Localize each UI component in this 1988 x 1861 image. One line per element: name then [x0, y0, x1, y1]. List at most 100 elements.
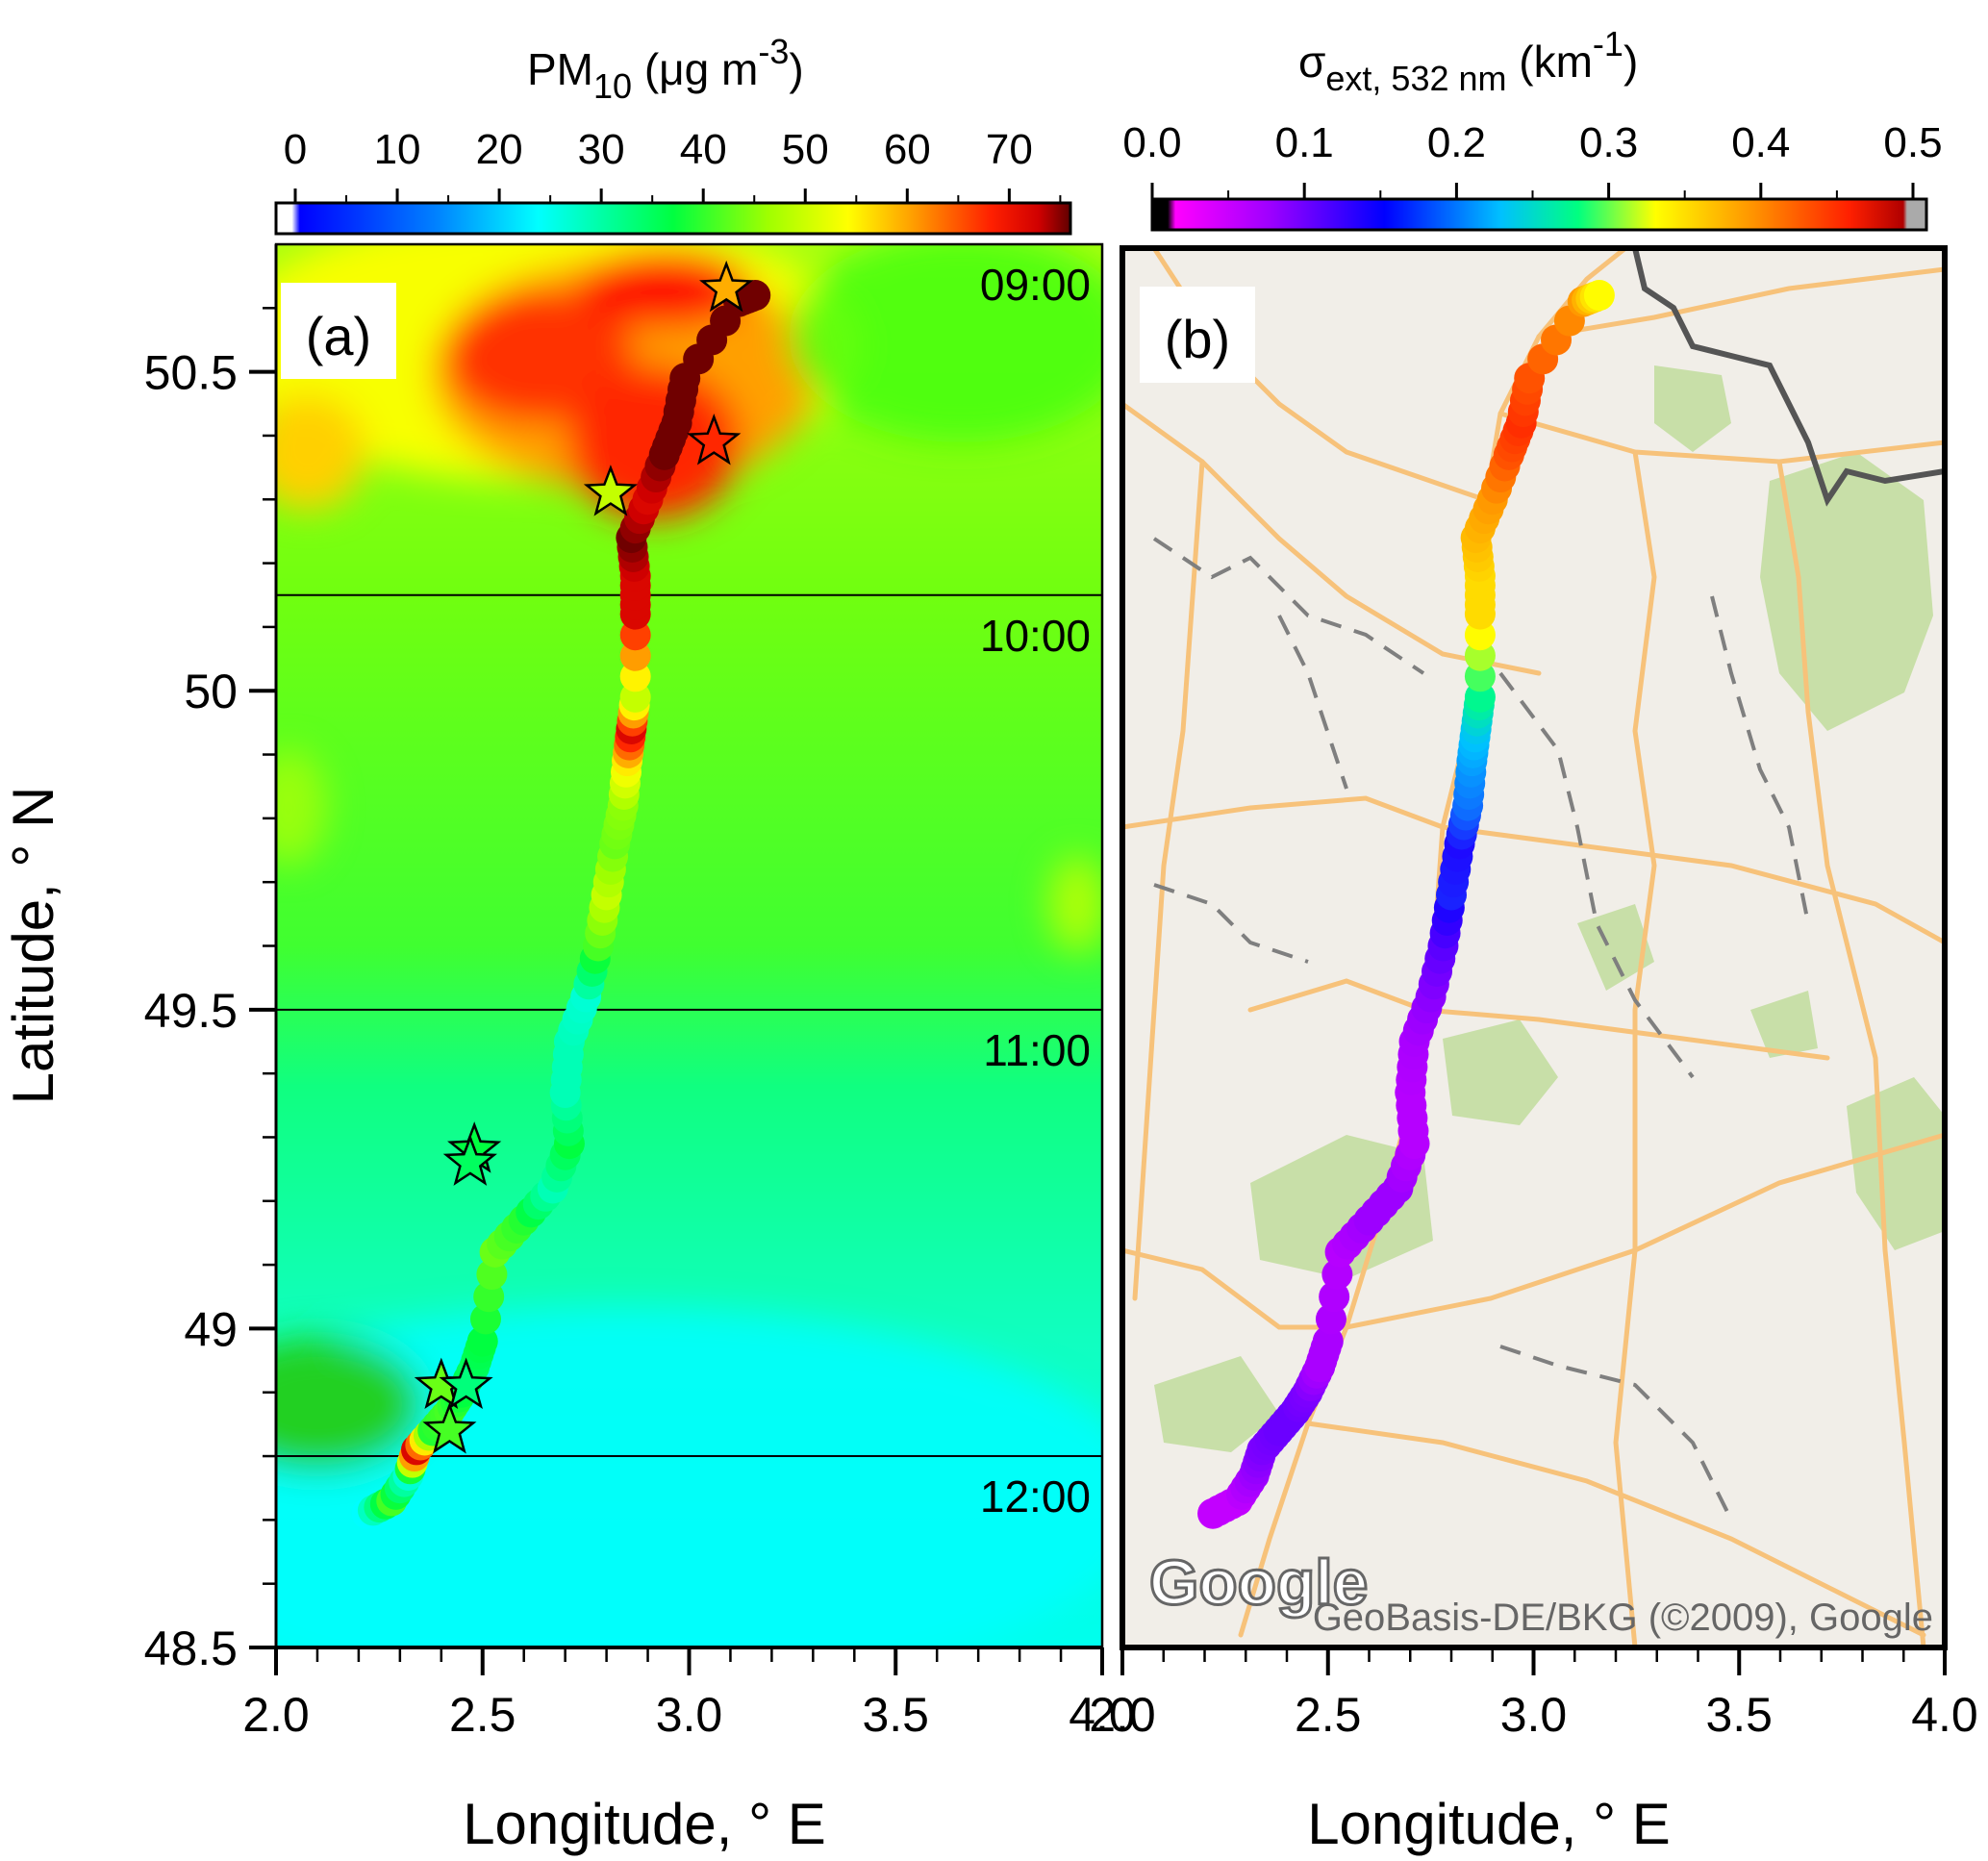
panel-b-label-box	[1140, 287, 1255, 383]
extinction-track	[1197, 280, 1615, 1529]
colorbar-a-title: PM10 (μg m-3)	[527, 32, 804, 106]
station-star	[699, 260, 754, 313]
colorbar-a-tick-label: 10	[374, 126, 421, 173]
colorbar-a-title-main: PM	[527, 44, 593, 94]
pm10-field-green-northeast	[789, 244, 1102, 442]
colorbar-b-title-sub: ext, 532 nm	[1325, 59, 1506, 98]
colorbar-a-ticks: 0 10 20 30 40 50 60 70	[284, 126, 1062, 203]
forest-east-small	[1750, 991, 1818, 1058]
x-tick-label-a: 3.5	[862, 1688, 929, 1742]
colorbar-a	[274, 201, 1072, 236]
forest-southwest	[1154, 1356, 1279, 1452]
national-border	[1632, 248, 1945, 507]
x-tick-label-b: 2.5	[1295, 1688, 1362, 1742]
road-east-vertical	[1776, 459, 1926, 1647]
time-label-2: 10:00	[980, 611, 1091, 661]
pm10-field-red-northwest	[442, 289, 635, 423]
colorbar-b-title-main: σ	[1298, 37, 1325, 87]
colorbar-b	[1150, 197, 1928, 232]
track-point-a	[740, 280, 771, 312]
map-attribution: GeoBasis-DE/BKG (©2009), Google	[1313, 1597, 1933, 1639]
road-west-south	[1122, 1247, 1349, 1330]
panel-b: (b) Google GeoBasis-DE/BKG (©2009), Goog…	[1120, 24, 1948, 1650]
river-center	[1498, 671, 1695, 1079]
colorbar-b-tick-label: 0.4	[1731, 119, 1790, 166]
time-label-4: 12:00	[980, 1471, 1091, 1521]
x-axis-label-a: Longitude, ° E	[463, 1792, 826, 1856]
pm10-field	[276, 244, 1102, 1647]
colorbar-a-tick-label: 70	[986, 126, 1033, 173]
colorbar-a-tick-label: 0	[284, 126, 307, 173]
river-south	[1499, 1345, 1733, 1521]
x-tick-label-b: 3.0	[1500, 1688, 1568, 1742]
basemap-rivers	[1152, 537, 1810, 1521]
x-tick-label-b: 4.0	[1911, 1688, 1978, 1742]
x-tick-label-b: 3.5	[1705, 1688, 1773, 1742]
pm10-field-yellow-east	[1048, 856, 1102, 952]
river-west	[1153, 883, 1309, 964]
pm10-field-cyan-south	[276, 1308, 1102, 1647]
y-tick-label: 49	[184, 1302, 238, 1356]
colorbar-b-title-close: )	[1623, 37, 1638, 87]
x-tick-label-a: 2.5	[449, 1688, 516, 1742]
river-east	[1710, 595, 1810, 924]
pm10-field-green-southwest	[276, 1337, 423, 1471]
road-center-vertical	[1613, 449, 1657, 1647]
colorbar-b-tick-label: 0.0	[1122, 119, 1181, 166]
colorbar-a-tick-label: 50	[782, 126, 829, 173]
road-west-north	[1122, 401, 1542, 676]
colorbar-a-tick-label: 30	[578, 126, 625, 173]
forest-east-south	[1577, 904, 1654, 991]
time-labels: 09:00 10:00 11:00 12:00	[980, 260, 1091, 1521]
y-tick-label: 49.5	[144, 984, 238, 1038]
colorbar-b-ticks: 0.0 0.1 0.2 0.3 0.4 0.5	[1122, 119, 1943, 199]
pm10-stations	[414, 260, 754, 1454]
colorbar-b-tick-label: 0.1	[1275, 119, 1334, 166]
basemap-roads	[1122, 248, 1945, 1647]
pm10-track	[351, 280, 771, 1529]
road-center-west	[1247, 978, 1426, 1013]
colorbar-b-title-unit: (km	[1507, 37, 1593, 87]
road-center-east-minor	[1421, 1007, 1830, 1061]
colorbar-a-title-sup: -3	[758, 32, 789, 71]
colorbar-a-title-unit: (μg m	[632, 44, 758, 94]
panel-b-label: (b)	[1165, 309, 1230, 369]
colorbar-a-tick-label: 40	[680, 126, 727, 173]
pm10-field-yellow-west-mid	[276, 750, 327, 866]
x-tick-label-b: 2.0	[1089, 1688, 1156, 1742]
forest-center	[1443, 1019, 1558, 1125]
colorbar-a-title-close: )	[789, 44, 803, 94]
y-tick-label: 50.5	[144, 346, 238, 400]
colorbar-b-title: σext, 532 nm (km-1)	[1298, 24, 1638, 98]
colorbar-a-title-sub: 10	[593, 66, 632, 106]
time-label-1: 09:00	[980, 260, 1091, 310]
road-center-east	[1440, 824, 1945, 945]
road-west-vertical	[1132, 459, 1205, 1301]
basemap	[1122, 248, 1945, 1647]
x-tick-label-a: 4.0	[1069, 1688, 1136, 1742]
station-star	[439, 1357, 493, 1409]
road-southeast	[1305, 1421, 1926, 1638]
track-point-b	[1583, 280, 1615, 312]
x-tick-label-a: 3.0	[656, 1688, 723, 1742]
colorbar-b-tick-label: 0.3	[1579, 119, 1638, 166]
river-north	[1152, 537, 1425, 675]
road-east-north	[1497, 411, 1945, 465]
forest-east-mid	[1847, 1077, 1945, 1250]
colorbar-a-tick-label: 60	[884, 126, 931, 173]
road-north-east	[1536, 266, 1945, 340]
colorbar-a-tick-label: 20	[476, 126, 523, 173]
y-tick-label: 50	[184, 665, 238, 718]
map-watermark: Google	[1149, 1547, 1368, 1618]
colorbar-b-tick-label: 0.2	[1427, 119, 1486, 166]
station-star	[687, 414, 742, 465]
panel-a-label-box	[281, 283, 396, 379]
colorbar-b-tick-label: 0.5	[1883, 119, 1942, 166]
pm10-field-yellow-west	[276, 394, 365, 510]
y-tick-label: 48.5	[144, 1622, 238, 1675]
y-axis-label: Latitude, ° N	[1, 787, 65, 1105]
colorbar-b-title-sup: -1	[1593, 24, 1623, 63]
x-axis-label-b: Longitude, ° E	[1307, 1792, 1671, 1856]
station-star	[583, 465, 638, 516]
